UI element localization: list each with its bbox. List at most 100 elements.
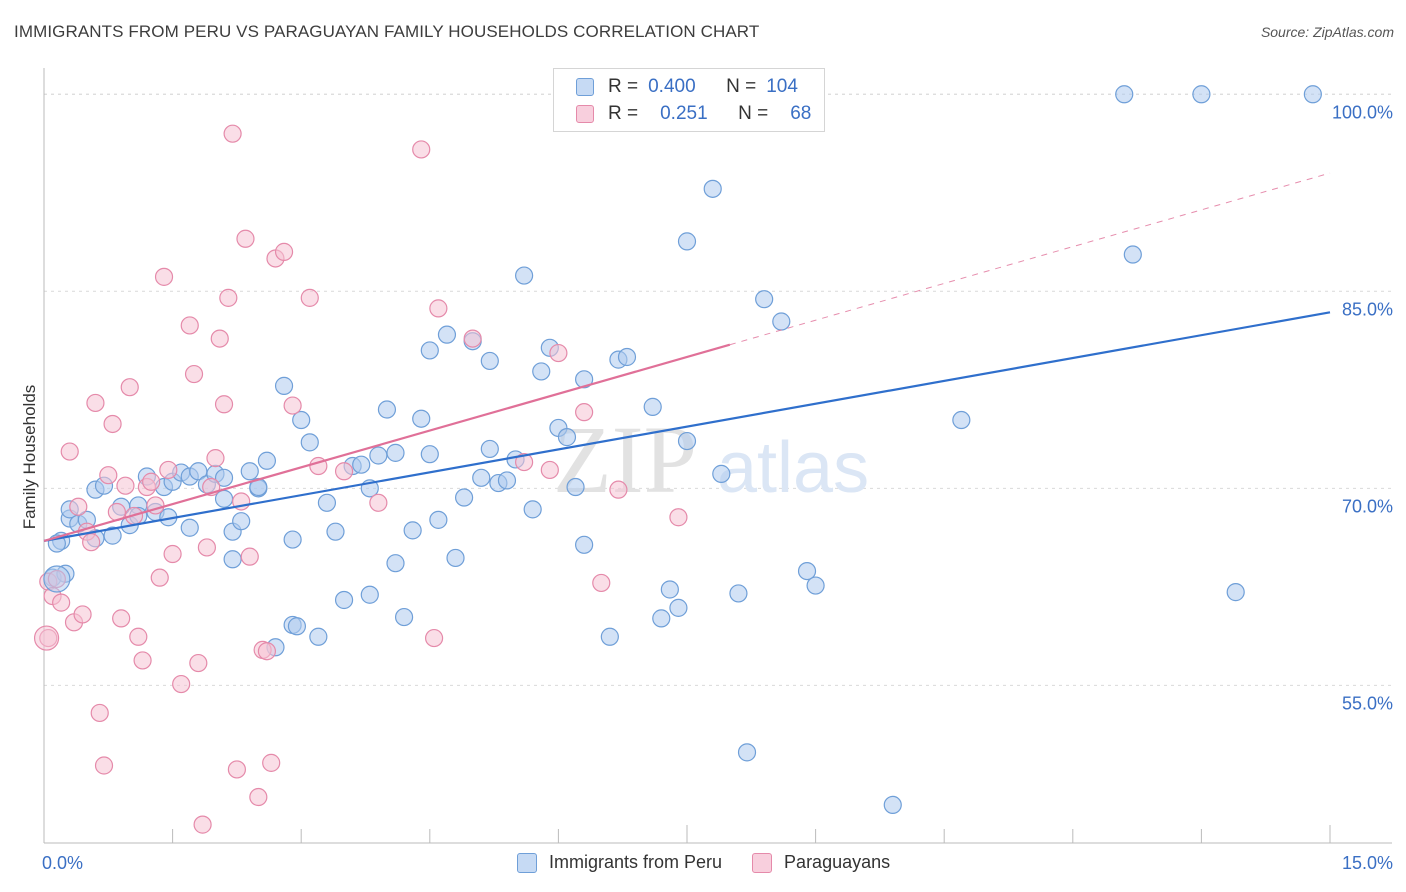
legend-swatch-blue bbox=[517, 852, 537, 873]
data-point-paraguayans bbox=[142, 472, 161, 491]
data-point-peru bbox=[429, 510, 448, 529]
watermark-atlas: atlas bbox=[717, 428, 869, 508]
data-point-paraguayans bbox=[214, 395, 234, 414]
data-point-peru bbox=[420, 341, 439, 360]
data-point-peru bbox=[883, 795, 902, 815]
data-point-peru bbox=[377, 400, 397, 419]
data-point-peru bbox=[287, 617, 307, 636]
legend-n-value: 68 bbox=[790, 103, 812, 124]
data-point-paraguayans bbox=[82, 533, 101, 552]
trend-line-paraguayans bbox=[43, 343, 731, 542]
data-point-peru bbox=[420, 445, 439, 464]
data-point-peru bbox=[703, 179, 722, 198]
axes bbox=[43, 68, 1392, 844]
data-point-paraguayans bbox=[669, 508, 688, 527]
data-point-paraguayans bbox=[163, 544, 182, 564]
data-point-paraguayans bbox=[99, 466, 118, 485]
data-point-peru bbox=[386, 554, 405, 573]
data-point-peru bbox=[446, 548, 465, 568]
data-point-peru bbox=[352, 455, 371, 474]
data-point-peru bbox=[274, 376, 294, 395]
data-point-peru bbox=[360, 585, 379, 604]
data-point-peru bbox=[712, 464, 731, 483]
data-point-paraguayans bbox=[369, 493, 388, 512]
tick-labels: 55.0% 70.0% 85.0% 100.0% 0.0% 15.0% bbox=[42, 102, 1393, 873]
data-point-peru bbox=[386, 443, 405, 462]
legend-swatch-pink bbox=[576, 105, 594, 123]
data-point-peru bbox=[240, 462, 259, 481]
data-point-peru bbox=[480, 439, 499, 459]
data-point-paraguayans bbox=[240, 547, 259, 566]
data-point-paraguayans bbox=[73, 605, 92, 624]
data-point-peru bbox=[472, 468, 491, 487]
data-point-peru bbox=[729, 584, 748, 603]
data-point-paraguayans bbox=[236, 229, 255, 248]
data-point-peru bbox=[532, 362, 551, 381]
legend-item-paraguayans: Paraguayans bbox=[752, 852, 890, 873]
data-point-peru-cluster bbox=[43, 565, 71, 593]
data-point-peru bbox=[523, 500, 542, 519]
data-point-paraguayans bbox=[249, 787, 268, 807]
data-point-paraguayans bbox=[193, 815, 212, 834]
data-point-peru bbox=[1115, 85, 1134, 104]
data-point-paraguayans bbox=[197, 538, 216, 557]
data-point-paraguayans bbox=[592, 573, 611, 593]
data-point-peru bbox=[772, 312, 791, 331]
y-tick-label: 100.0% bbox=[1332, 102, 1393, 122]
data-point-paraguayans bbox=[86, 393, 105, 413]
data-point-peru bbox=[180, 518, 199, 537]
data-point-peru bbox=[292, 410, 311, 430]
data-point-paraguayans bbox=[227, 760, 246, 779]
data-point-peru bbox=[1123, 245, 1142, 264]
data-point-peru bbox=[755, 290, 774, 309]
data-point-peru bbox=[437, 325, 457, 344]
data-point-paraguayans bbox=[463, 329, 482, 348]
data-point-peru bbox=[369, 446, 388, 465]
data-points bbox=[33, 85, 1322, 834]
data-point-paraguayans bbox=[180, 316, 199, 335]
data-point-peru bbox=[557, 428, 577, 447]
stats-legend: R = 0.400 N = 104 R = 0.251 N = 68 bbox=[553, 68, 825, 132]
data-point-paraguayans bbox=[52, 593, 71, 612]
data-point-paraguayans bbox=[112, 609, 131, 628]
data-point-paraguayans bbox=[334, 462, 354, 481]
x-tick-label: 15.0% bbox=[1342, 853, 1393, 873]
data-point-peru bbox=[515, 266, 534, 285]
data-point-peru bbox=[300, 433, 319, 452]
trend-line-paraguayans-extension bbox=[729, 172, 1331, 346]
data-point-paraguayans bbox=[575, 403, 594, 422]
watermark-zip: ZIP bbox=[553, 406, 697, 513]
data-point-peru bbox=[617, 347, 637, 367]
data-point-peru bbox=[454, 488, 474, 507]
data-point-peru bbox=[403, 521, 422, 540]
legend-r-label: R = bbox=[608, 103, 639, 124]
data-point-paraguayans bbox=[424, 628, 444, 648]
data-point-paraguayans bbox=[429, 299, 448, 318]
data-point-peru bbox=[806, 576, 825, 595]
data-point-paraguayans bbox=[69, 497, 88, 516]
data-point-peru bbox=[669, 598, 688, 617]
data-point-peru bbox=[1192, 85, 1211, 104]
data-point-paraguayans bbox=[60, 442, 79, 461]
data-point-paraguayans bbox=[159, 460, 178, 480]
data-point-peru bbox=[652, 609, 671, 628]
data-point-paraguayans bbox=[133, 651, 152, 670]
data-point-paraguayans bbox=[103, 414, 122, 434]
data-point-peru bbox=[480, 351, 499, 371]
legend-r-label: R = bbox=[608, 76, 639, 97]
data-point-paraguayans bbox=[300, 288, 319, 307]
data-point-paraguayans bbox=[549, 343, 568, 363]
data-point-peru bbox=[326, 522, 345, 541]
data-point-peru bbox=[575, 370, 594, 389]
data-point-paraguayans bbox=[154, 267, 174, 286]
data-point-peru bbox=[103, 526, 122, 545]
data-point-paraguayans bbox=[219, 288, 238, 307]
data-point-paraguayans bbox=[412, 140, 431, 159]
data-point-paraguayans bbox=[609, 480, 628, 499]
data-point-paraguayans bbox=[116, 476, 135, 495]
data-point-paraguayans bbox=[257, 642, 277, 661]
legend-n-label: N = bbox=[726, 76, 757, 97]
series-legend: Immigrants from Peru Paraguayans bbox=[517, 852, 920, 873]
data-point-paraguayans bbox=[189, 653, 208, 673]
legend-n-value: 104 bbox=[766, 76, 798, 97]
